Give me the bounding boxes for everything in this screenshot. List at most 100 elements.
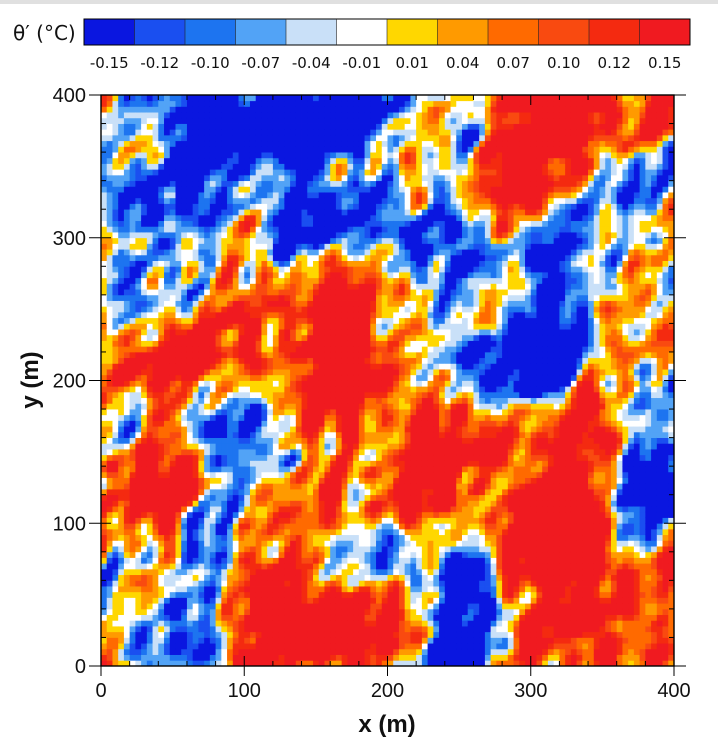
heatmap-cell <box>249 500 257 507</box>
heatmap-cell <box>146 311 153 319</box>
heatmap-cell <box>181 146 188 153</box>
heatmap-cell <box>313 449 320 456</box>
heatmap-cell <box>215 232 222 239</box>
heatmap-cell <box>318 540 325 547</box>
heatmap-cell <box>164 414 171 421</box>
heatmap-cell <box>290 311 297 319</box>
heatmap-cell <box>376 209 383 216</box>
heatmap-cell <box>272 563 280 570</box>
heatmap-cell <box>307 597 314 604</box>
heatmap-cell <box>215 626 222 633</box>
heatmap-cell <box>152 192 159 199</box>
heatmap-cell <box>141 169 148 176</box>
heatmap-cell <box>101 586 108 593</box>
heatmap-cell <box>255 357 262 364</box>
heatmap-cell <box>164 300 171 307</box>
heatmap-cell <box>123 483 131 490</box>
heatmap-cell <box>335 334 343 341</box>
heatmap-cell <box>118 266 125 273</box>
heatmap-cell <box>215 386 222 393</box>
heatmap-cell <box>215 580 222 587</box>
heatmap-cell <box>169 540 176 547</box>
heatmap-cell <box>209 129 216 136</box>
heatmap-cell <box>175 500 182 507</box>
heatmap-cell <box>347 134 354 142</box>
heatmap-cell <box>152 466 159 473</box>
heatmap-cell <box>112 614 119 621</box>
heatmap-cell <box>376 391 383 399</box>
heatmap-cell <box>186 311 194 319</box>
heatmap-cell <box>341 460 348 467</box>
heatmap-cell <box>313 289 320 296</box>
heatmap-cell <box>364 506 371 513</box>
heatmap-cell <box>112 397 119 404</box>
heatmap-cell <box>123 460 131 467</box>
heatmap-cell <box>307 506 314 513</box>
heatmap-cell <box>335 209 343 216</box>
heatmap-cell <box>364 323 371 330</box>
heatmap-cell <box>227 311 234 319</box>
heatmap-cell <box>169 300 176 307</box>
heatmap-cell <box>272 586 280 593</box>
heatmap-cell <box>318 163 325 170</box>
heatmap-cell <box>198 311 205 319</box>
colorbar-tick-label: -0.10 <box>191 54 230 72</box>
heatmap-cell <box>152 260 159 267</box>
heatmap-cell <box>146 528 153 536</box>
heatmap-cell <box>341 643 348 650</box>
heatmap-cell <box>158 100 165 107</box>
heatmap-cell <box>181 363 188 370</box>
heatmap-cell <box>186 643 194 650</box>
heatmap-cell <box>244 586 251 593</box>
heatmap-cell <box>358 329 365 336</box>
heatmap-cell <box>353 506 360 513</box>
heatmap-cell <box>381 426 388 433</box>
heatmap-cell <box>152 232 159 239</box>
heatmap-cell <box>381 414 388 421</box>
heatmap-cell <box>272 511 280 518</box>
heatmap-cell <box>118 523 125 530</box>
heatmap-cell <box>261 243 268 250</box>
heatmap-cell <box>192 232 199 239</box>
heatmap-cell <box>221 597 228 604</box>
heatmap-cell <box>221 637 228 644</box>
heatmap-cell <box>152 329 159 336</box>
heatmap-cell <box>261 626 268 633</box>
heatmap-cell <box>278 620 285 627</box>
heatmap-cell <box>376 403 383 410</box>
heatmap-cell <box>181 603 188 610</box>
heatmap-cell <box>284 511 291 518</box>
heatmap-cell <box>204 574 211 581</box>
heatmap-cell <box>238 523 245 530</box>
heatmap-cell <box>335 574 343 581</box>
heatmap-cell <box>376 260 383 267</box>
heatmap-cell <box>232 460 239 467</box>
heatmap-cell <box>169 232 176 239</box>
heatmap-cell <box>295 323 302 330</box>
heatmap-cell <box>129 340 136 347</box>
heatmap-cell <box>324 454 331 461</box>
heatmap-cell <box>261 488 268 496</box>
heatmap-cell <box>123 403 131 410</box>
heatmap-cell <box>295 449 302 456</box>
heatmap-cell <box>330 466 337 473</box>
heatmap-cell <box>278 420 285 427</box>
heatmap-cell <box>175 648 182 655</box>
heatmap-cell <box>267 329 274 336</box>
heatmap-cell <box>324 106 331 113</box>
heatmap-cell <box>295 369 302 376</box>
heatmap-cell <box>169 648 176 655</box>
heatmap-cell <box>376 631 383 638</box>
heatmap-cell <box>123 203 131 210</box>
heatmap-cell <box>135 403 142 410</box>
heatmap-cell <box>347 146 354 153</box>
heatmap-cell <box>364 488 371 496</box>
heatmap-cell <box>123 597 131 604</box>
heatmap-cell <box>227 437 234 444</box>
heatmap-cell <box>112 232 119 239</box>
heatmap-cell <box>221 654 228 661</box>
heatmap-cell <box>118 363 125 370</box>
heatmap-cell <box>347 403 354 410</box>
heatmap-cell <box>129 409 136 416</box>
heatmap-cell <box>358 431 365 438</box>
